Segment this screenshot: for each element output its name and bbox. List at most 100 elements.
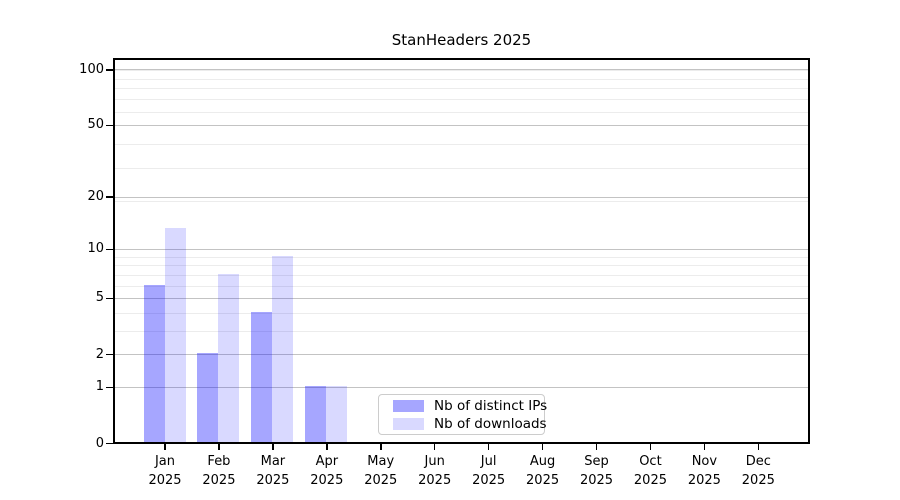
x-tick-label: Nov 2025 bbox=[672, 452, 736, 490]
minor-gridline bbox=[115, 111, 808, 113]
legend-item-downloads: Nb of downloads bbox=[393, 415, 547, 432]
bar-distinct-ips-jan bbox=[143, 284, 165, 442]
bar-downloads-mar bbox=[272, 255, 294, 442]
minor-gridline bbox=[115, 265, 808, 267]
minor-gridline bbox=[115, 88, 808, 90]
y-tick-label: 10 bbox=[87, 241, 104, 257]
x-tick-month: Sep bbox=[584, 454, 609, 469]
y-tick-mark bbox=[106, 353, 113, 356]
legend-swatch-distinct-ips bbox=[393, 399, 424, 412]
minor-gridline bbox=[115, 70, 808, 72]
x-tick-month: May bbox=[367, 454, 395, 469]
x-tick-year: 2025 bbox=[148, 473, 182, 488]
x-tick-month: Jun bbox=[424, 454, 445, 469]
x-tick-year: 2025 bbox=[687, 473, 721, 488]
x-tick-month: Aug bbox=[529, 454, 556, 469]
axis-spine-right bbox=[808, 58, 810, 444]
y-tick-label: 100 bbox=[79, 61, 104, 77]
x-tick-month: Apr bbox=[315, 454, 339, 469]
major-gridline bbox=[115, 354, 808, 356]
x-tick-year: 2025 bbox=[256, 473, 290, 488]
bar-downloads-apr bbox=[326, 385, 348, 442]
x-tick-year: 2025 bbox=[310, 473, 344, 488]
x-tick-year: 2025 bbox=[418, 473, 452, 488]
bar-distinct-ips-mar bbox=[251, 311, 273, 442]
y-tick-mark bbox=[106, 248, 113, 251]
major-gridline bbox=[115, 124, 808, 126]
y-tick-mark bbox=[106, 124, 113, 127]
x-tick-mark bbox=[703, 444, 706, 450]
x-tick-label: Jan 2025 bbox=[133, 452, 197, 490]
minor-gridline bbox=[115, 256, 808, 258]
x-tick-label: Oct 2025 bbox=[618, 452, 682, 490]
x-tick-mark bbox=[541, 444, 544, 450]
x-tick-year: 2025 bbox=[633, 473, 667, 488]
x-tick-mark bbox=[433, 444, 436, 450]
major-gridline bbox=[115, 386, 808, 388]
x-tick-year: 2025 bbox=[472, 473, 506, 488]
minor-gridline bbox=[115, 274, 808, 276]
major-gridline bbox=[115, 69, 808, 71]
major-gridline bbox=[115, 248, 808, 250]
y-tick-label: 50 bbox=[87, 117, 104, 133]
x-tick-mark bbox=[164, 444, 166, 450]
x-tick-label: Aug 2025 bbox=[511, 452, 575, 490]
x-tick-month: Oct bbox=[639, 454, 662, 469]
x-tick-year: 2025 bbox=[202, 473, 236, 488]
x-tick-month: Mar bbox=[260, 454, 286, 469]
x-tick-year: 2025 bbox=[364, 473, 398, 488]
major-gridline bbox=[115, 196, 808, 198]
y-tick-mark bbox=[106, 297, 113, 300]
bar-downloads-jan bbox=[164, 228, 186, 442]
x-tick-mark bbox=[218, 444, 220, 450]
y-tick-label: 1 bbox=[95, 379, 104, 395]
legend-swatch-downloads bbox=[393, 417, 424, 430]
y-tick-mark bbox=[106, 386, 113, 389]
bar-distinct-ips-apr bbox=[305, 385, 327, 442]
x-tick-month: Nov bbox=[691, 454, 718, 469]
minor-gridline bbox=[115, 144, 808, 146]
minor-gridline bbox=[115, 78, 808, 80]
x-tick-mark bbox=[649, 444, 652, 450]
x-tick-mark bbox=[487, 444, 490, 450]
minor-gridline bbox=[115, 200, 808, 202]
x-tick-month: Dec bbox=[745, 454, 771, 469]
y-tick-mark bbox=[106, 442, 113, 445]
plot-area: Nb of distinct IPs Nb of downloads bbox=[113, 58, 810, 444]
axis-spine-left bbox=[113, 58, 115, 444]
x-tick-month: Jul bbox=[480, 454, 497, 469]
legend-label-downloads: Nb of downloads bbox=[434, 415, 547, 432]
x-tick-mark bbox=[272, 444, 274, 450]
x-tick-year: 2025 bbox=[579, 473, 614, 488]
x-tick-mark bbox=[326, 444, 328, 450]
minor-gridline bbox=[115, 99, 808, 101]
x-tick-label: Jul 2025 bbox=[457, 452, 521, 490]
legend-item-distinct-ips: Nb of distinct IPs bbox=[393, 397, 547, 414]
bar-distinct-ips-feb bbox=[197, 353, 219, 442]
x-tick-year: 2025 bbox=[526, 473, 560, 488]
y-tick-label: 0 bbox=[95, 435, 104, 451]
axis-spine-bottom bbox=[113, 442, 810, 444]
x-tick-label: Feb 2025 bbox=[187, 452, 251, 490]
chart-title: StanHeaders 2025 bbox=[391, 31, 532, 49]
x-tick-month: Jan bbox=[154, 454, 176, 469]
x-tick-mark bbox=[595, 444, 598, 450]
minor-gridline bbox=[115, 330, 808, 332]
x-tick-mark bbox=[380, 444, 382, 450]
y-tick-label: 20 bbox=[87, 189, 104, 205]
legend-label-distinct-ips: Nb of distinct IPs bbox=[434, 397, 548, 414]
bar-downloads-feb bbox=[218, 273, 240, 442]
axis-spine-top bbox=[113, 58, 810, 60]
x-tick-month: Feb bbox=[207, 454, 231, 469]
y-tick-mark bbox=[106, 69, 113, 71]
y-tick-mark bbox=[106, 196, 113, 198]
x-tick-label: May 2025 bbox=[349, 452, 413, 490]
x-tick-label: Apr 2025 bbox=[295, 452, 359, 490]
x-tick-mark bbox=[757, 444, 760, 450]
y-tick-label: 5 bbox=[95, 290, 104, 306]
y-tick-label: 2 bbox=[95, 346, 104, 362]
x-tick-label: Mar 2025 bbox=[241, 452, 305, 490]
x-tick-year: 2025 bbox=[741, 473, 775, 488]
legend: Nb of distinct IPs Nb of downloads bbox=[378, 394, 547, 435]
